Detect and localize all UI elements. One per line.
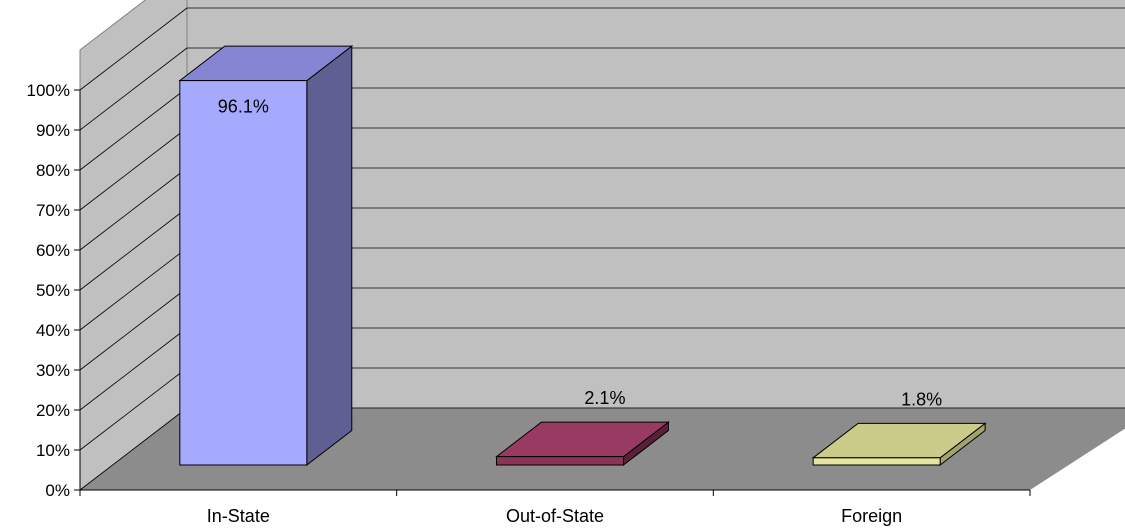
bar-out-of-state bbox=[495, 421, 670, 467]
bar-in-state bbox=[178, 45, 354, 467]
y-tick-label: 60% bbox=[36, 241, 70, 260]
y-tick-label: 30% bbox=[36, 361, 70, 380]
y-tick-label: 90% bbox=[36, 121, 70, 140]
bar-front bbox=[179, 80, 308, 466]
gridline-side bbox=[79, 367, 188, 451]
category-label: Out-of-State bbox=[506, 506, 604, 526]
y-axis bbox=[74, 89, 1031, 496]
side-wall bbox=[79, 0, 188, 492]
gridline-side bbox=[79, 287, 188, 371]
category-label: In-State bbox=[207, 506, 270, 526]
gridline-side bbox=[79, 127, 188, 211]
y-tick-label: 20% bbox=[36, 401, 70, 420]
y-tick-label: 70% bbox=[36, 201, 70, 220]
gridline-side bbox=[79, 327, 188, 411]
y-tick-label: 50% bbox=[36, 281, 70, 300]
gridline-side bbox=[79, 87, 188, 171]
gridline-side bbox=[79, 7, 188, 91]
data-label: 96.1% bbox=[218, 97, 269, 117]
bars bbox=[178, 45, 987, 467]
y-tick-label: 10% bbox=[36, 441, 70, 460]
bar-side bbox=[306, 45, 353, 467]
y-tick-label: 40% bbox=[36, 321, 70, 340]
gridline-side bbox=[79, 207, 188, 291]
bar-front bbox=[812, 457, 941, 466]
data-label: 2.1% bbox=[584, 388, 625, 408]
data-label: 1.8% bbox=[901, 389, 942, 409]
y-tick-label: 0% bbox=[45, 481, 70, 500]
bar-foreign bbox=[811, 422, 987, 467]
gridline-side bbox=[79, 167, 188, 251]
gridline-side bbox=[79, 247, 188, 331]
category-label: Foreign bbox=[841, 506, 902, 526]
gridline-side bbox=[79, 47, 188, 131]
labels: 0% 10% 20% 30% 40% 50% 60% 70% 80% 90% 100% 96.1% In… bbox=[27, 81, 943, 526]
y-tick-label: 100% bbox=[27, 81, 70, 100]
y-tick-label: 80% bbox=[36, 161, 70, 180]
bar-front bbox=[496, 456, 624, 466]
gridline-side bbox=[79, 407, 188, 491]
